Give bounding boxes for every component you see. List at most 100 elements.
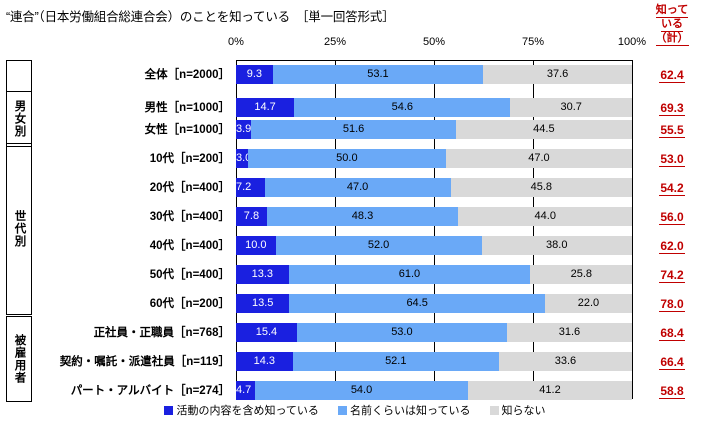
total-value: 62.0 <box>659 239 685 254</box>
total-value: 66.4 <box>659 355 685 370</box>
bar-segment-3: 31.6 <box>506 323 632 342</box>
total-value: 56.0 <box>659 210 685 225</box>
row-label: 契約・嘱託・派遣社員［n=119］ <box>59 356 230 368</box>
bar-segment-1: 13.5 <box>236 294 290 313</box>
gridline-3 <box>533 60 534 399</box>
gridline-4 <box>632 60 633 399</box>
bar-segment-3: 41.2 <box>468 381 632 400</box>
gridline-0 <box>236 60 237 399</box>
bar-segment-3: 38.0 <box>481 236 632 255</box>
bar-segment-3: 45.8 <box>450 178 632 197</box>
row-label: 40代［n=400］ <box>149 240 230 252</box>
bar-segment-3: 44.5 <box>455 120 632 139</box>
total-cell: 74.2 <box>640 264 704 286</box>
bar-segment-1: 7.8 <box>236 207 267 226</box>
chart-legend: 活動の内容を含め知っている 名前くらいは知っている 知らない <box>0 402 710 418</box>
bar-segment-2: 54.0 <box>254 381 469 400</box>
row-label: 60代［n=200］ <box>149 298 230 310</box>
bar-segment-1: 3.0 <box>236 149 251 168</box>
bar-value-label: 33.6 <box>554 355 577 367</box>
legend-item-1: 名前くらいは知っている <box>338 402 470 418</box>
total-cell: 58.8 <box>640 380 704 402</box>
bar-segment-2: 64.5 <box>289 294 545 313</box>
bar-value-label: 64.5 <box>406 297 428 309</box>
total-cell: 68.4 <box>640 322 704 344</box>
bar-segment-1: 14.7 <box>236 98 295 117</box>
bar-segment-3: 30.7 <box>510 98 632 117</box>
bar-value-label: 25.8 <box>570 268 592 280</box>
bar-segment-1: 13.3 <box>236 265 289 284</box>
bar-value-label: 31.6 <box>558 326 581 338</box>
x-axis-tick-labels: 0% 25% 50% 75% 100% <box>0 36 710 50</box>
x-tick-4: 100% <box>617 36 647 48</box>
bar-value-label: 4.7 <box>236 384 252 396</box>
bar-segment-2: 54.6 <box>294 98 511 117</box>
gridline-2 <box>434 60 435 399</box>
total-value: 62.4 <box>659 68 685 83</box>
bar-segment-2: 47.0 <box>264 178 451 197</box>
bar-value-label: 53.0 <box>391 326 413 338</box>
row-label: 女性［n=1000］ <box>144 124 230 136</box>
total-value: 55.5 <box>659 123 685 138</box>
total-cell: 66.4 <box>640 351 704 373</box>
row-label: 30代［n=400］ <box>149 211 230 223</box>
bar-value-label: 15.4 <box>255 326 278 338</box>
total-value: 53.0 <box>659 152 685 167</box>
bar-value-label: 30.7 <box>560 101 582 113</box>
bar-segment-2: 48.3 <box>266 207 459 226</box>
bar-value-label: 7.8 <box>243 210 260 222</box>
group-box-0: 男女別 <box>6 91 32 147</box>
total-value: 78.0 <box>659 297 685 312</box>
bar-segment-2: 53.1 <box>272 65 484 84</box>
bar-segment-1: 7.2 <box>236 178 265 197</box>
bar-value-label: 10.0 <box>245 239 267 251</box>
bar-value-label: 61.0 <box>398 268 421 280</box>
bar-segment-1: 14.3 <box>236 352 293 371</box>
bar-value-label: 13.5 <box>252 297 274 309</box>
group-box-1: 世代別 <box>6 143 32 315</box>
total-cell: 69.3 <box>640 97 704 119</box>
bar-value-label: 13.3 <box>251 268 274 280</box>
bar-value-label: 14.3 <box>253 355 276 367</box>
legend-swatch-icon <box>489 406 499 415</box>
legend-swatch-icon <box>164 406 174 415</box>
row-label: 20代［n=400］ <box>149 182 230 194</box>
bar-value-label: 53.1 <box>367 68 389 80</box>
total-value: 74.2 <box>659 268 685 283</box>
row-label: パート・アルバイト［n=274］ <box>70 385 230 397</box>
bar-value-label: 50.0 <box>336 152 358 164</box>
bar-value-label: 52.0 <box>367 239 390 251</box>
total-value: 58.8 <box>659 384 685 399</box>
bar-value-label: 54.0 <box>350 384 373 396</box>
bar-segment-2: 61.0 <box>288 265 531 284</box>
legend-item-0: 活動の内容を含め知っている <box>164 402 319 418</box>
total-cell: 53.0 <box>640 148 704 170</box>
row-label: 全体［n=2000］ <box>144 69 230 81</box>
bar-value-label: 7.2 <box>236 181 252 193</box>
bar-segment-2: 51.6 <box>251 120 456 139</box>
bar-value-label: 51.6 <box>342 123 365 135</box>
group-label: 被雇用者 <box>13 334 26 384</box>
bar-segment-3: 37.6 <box>483 65 632 84</box>
x-tick-2: 50% <box>422 36 446 48</box>
legend-swatch-icon <box>338 406 347 415</box>
bar-segment-1: 10.0 <box>236 236 276 255</box>
total-cell: 62.0 <box>640 235 704 257</box>
bar-value-label: 48.3 <box>351 210 374 222</box>
legend-item-2: 知らない <box>489 402 546 418</box>
bar-segment-1: 4.7 <box>236 381 255 400</box>
bar-value-label: 47.0 <box>346 181 369 193</box>
chart-title: “連合”（日本労働組合総連合会）のことを知っている ［単一回答形式］ <box>6 10 395 24</box>
bar-value-label: 3.0 <box>236 152 252 164</box>
bar-segment-2: 52.0 <box>275 236 482 255</box>
x-tick-3: 75% <box>521 36 545 48</box>
total-value: 69.3 <box>659 101 685 116</box>
total-cell: 56.0 <box>640 206 704 228</box>
bar-segment-3: 47.0 <box>445 149 632 168</box>
bar-segment-3: 22.0 <box>544 294 632 313</box>
total-value: 54.2 <box>659 181 685 196</box>
bar-segment-3: 25.8 <box>530 265 633 284</box>
bar-segment-2: 50.0 <box>247 149 446 168</box>
total-value: 68.4 <box>659 326 685 341</box>
